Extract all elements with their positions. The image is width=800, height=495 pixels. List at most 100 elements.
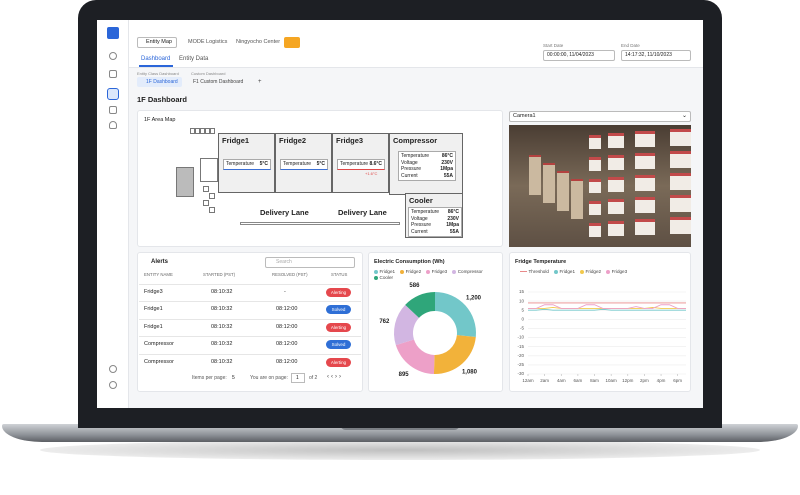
shelf-box [543, 163, 555, 203]
reading-box: Temperature 5°C [223, 159, 271, 170]
camera-chevron[interactable]: ⌄ [682, 113, 688, 119]
nav-icon[interactable] [109, 106, 117, 114]
add-dashboard[interactable]: + [258, 79, 262, 85]
reading-value: 55A [449, 228, 459, 235]
legend-swatch [580, 269, 585, 274]
legend-label: Threshold [528, 269, 549, 274]
search-box[interactable] [265, 257, 355, 268]
reading-label: Voltage [401, 159, 418, 166]
reading-label: Pressure [411, 222, 432, 228]
legend-label: Fridge3 [431, 269, 448, 274]
produce-box [670, 173, 691, 190]
column-header: RESOLVED (PST) [272, 272, 308, 277]
lane-bar [240, 222, 400, 225]
nav-icon[interactable] [109, 52, 117, 60]
rack-box [195, 128, 200, 134]
entity-name: Compressor [144, 358, 174, 365]
start-date[interactable]: 00:00:00, 11/04/2023 [547, 52, 594, 58]
end-date[interactable]: 14:17:32, 11/10/2023 [625, 52, 672, 58]
page-nav[interactable]: ‹‹›› [327, 374, 343, 380]
legend-label: Cooler [379, 275, 394, 280]
started-time: 08:10:32 [211, 323, 233, 330]
entity-map-button[interactable] [137, 37, 177, 48]
nav-icon[interactable] [109, 381, 117, 389]
page-label: You are on page: [250, 375, 288, 381]
rack-box [210, 128, 215, 134]
reading-box: Temperature 86°C Voltage 230V Pressure 1Mpa Cu… [408, 207, 462, 237]
alerts-title: Alerts [151, 259, 169, 265]
zone: Fridge3 Temperature 8.6°C +1.6°C [332, 133, 389, 193]
reading-note: +1.6°C [365, 171, 378, 176]
row-divider [139, 284, 361, 285]
rack-box [209, 193, 215, 199]
items-value[interactable]: 5 [232, 375, 235, 381]
zone-name: Fridge1 [222, 136, 250, 145]
rack-box [200, 128, 205, 134]
class-dashboard-chip[interactable] [137, 77, 182, 87]
page-value[interactable]: 1 [296, 375, 299, 381]
legend-item: Fridge1 [553, 269, 575, 274]
started-time: 08:10:32 [211, 289, 233, 295]
produce-box [635, 197, 655, 213]
reading-row: Temperature 5°C [226, 161, 268, 168]
status-badge: Solved [326, 305, 351, 315]
reading-label: Current [411, 228, 428, 235]
produce-box [635, 153, 655, 169]
custom-dashboard-item[interactable]: F1 Custom Dashboard [193, 79, 244, 85]
reading-label: Pressure [401, 166, 422, 172]
legend-item: Fridge2 [580, 269, 601, 274]
items-label: Items per page: [192, 375, 227, 381]
start-date-label: Start Date [543, 43, 564, 48]
legend: Threshold Fridge1 Fridge2 Fridge3 [520, 269, 688, 274]
legend-item: Fridge3 [606, 269, 627, 274]
search-placeholder[interactable]: Search [276, 259, 292, 265]
legend-item: Compressor [452, 269, 483, 274]
dock-block [200, 158, 218, 182]
reading-row: Temperature 5°C [283, 161, 325, 168]
legend-item: Fridge1 [374, 269, 395, 274]
reading-value: 230V [441, 159, 453, 166]
column-header: STATUS [331, 272, 348, 277]
reading-value: 230V [447, 215, 459, 222]
camera-select[interactable] [509, 111, 691, 122]
produce-box [635, 219, 655, 235]
rack-box [203, 200, 209, 206]
dock-block [176, 167, 194, 197]
produce-box [589, 223, 601, 237]
tab[interactable]: Dashboard [141, 56, 171, 62]
produce-box [635, 131, 655, 147]
nav-icon[interactable] [109, 70, 117, 78]
entity-map-label[interactable]: Entity Map [146, 39, 172, 45]
lane-label: Delivery Lane [338, 208, 387, 217]
nav-icon[interactable] [109, 121, 117, 129]
reading-box: Temperature 86°C Voltage 230V Pressure 1Mpa Cu… [398, 151, 456, 181]
reading-value: 55A [443, 172, 453, 179]
temperature-card [509, 252, 691, 392]
tab[interactable]: Entity Data [179, 56, 209, 62]
started-time: 08:10:32 [211, 341, 233, 348]
entity-name: Fridge1 [144, 306, 163, 313]
legend-label: Fridge2 [405, 269, 422, 274]
zone: Compressor Temperature 86°C Voltage 230V Pres… [389, 133, 463, 195]
lane-label: Delivery Lane [260, 208, 309, 217]
class-dashboard-label: Entity Class Dashboard [137, 71, 179, 76]
reading-row: Temperature 86°C [401, 153, 453, 160]
class-dashboard-item[interactable]: 1F Dashboard [146, 79, 178, 85]
page-input[interactable] [291, 373, 305, 383]
started-time: 08:10:32 [211, 358, 233, 365]
nav-icon[interactable] [109, 365, 117, 373]
start-date-field[interactable] [543, 50, 615, 61]
legend-label: Fridge3 [611, 269, 628, 274]
legend-swatch [520, 271, 527, 272]
camera-name[interactable]: Camera1 [513, 113, 536, 119]
nav-icon-active[interactable] [107, 88, 119, 100]
reading-box: Temperature 5°C [280, 159, 328, 170]
legend-label: Fridge1 [379, 269, 396, 274]
end-date-field[interactable] [621, 50, 691, 61]
reading-value: 1Mpa [446, 222, 459, 228]
zone-name: Compressor [393, 136, 438, 145]
produce-box [608, 221, 624, 236]
produce-box [608, 133, 624, 148]
legend-item: Threshold [520, 269, 549, 274]
